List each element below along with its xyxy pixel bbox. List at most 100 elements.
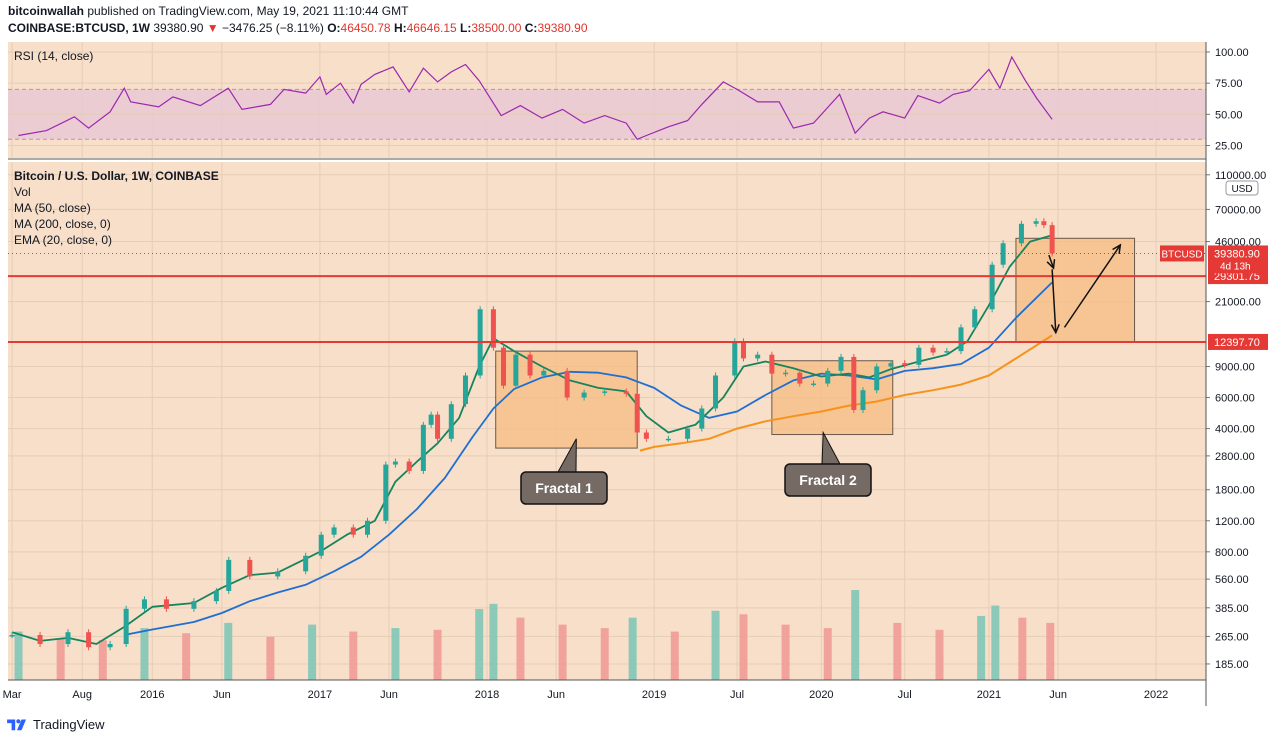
price-axis-label: 4000.00	[1215, 424, 1255, 436]
change-down-arrow-icon: ▼	[206, 21, 219, 35]
ema20-line	[124, 281, 1053, 636]
indicator-legend: Vol	[14, 185, 31, 199]
volume-bar	[823, 628, 832, 680]
time-tick-label: Jun	[380, 689, 398, 701]
chart-area[interactable]: Mar Aug 2016 Jun 2017 Jun 2018 Jun 2019 Jul 2020 Ju…	[0, 40, 1280, 708]
volume-bar	[739, 614, 748, 680]
time-tick-label: Jun	[547, 689, 565, 701]
candle-body	[958, 327, 964, 352]
ma50-line	[11, 234, 1053, 645]
candle-body	[318, 534, 324, 556]
indicator-legend: EMA (20, close, 0)	[14, 233, 112, 247]
fractal-box	[771, 360, 894, 436]
candle-body	[163, 599, 169, 609]
candle-body	[1041, 221, 1047, 226]
time-tick-label: 2016	[140, 689, 164, 701]
rsi-axis-label: 100.00	[1215, 47, 1249, 59]
price-axis-label: 800.00	[1215, 547, 1249, 559]
rsi-axis-label: 75.00	[1215, 78, 1243, 90]
price-axis-label: 110000.00	[1215, 170, 1266, 182]
candle-body	[428, 414, 434, 425]
candle-body	[247, 559, 253, 577]
price-axis-label: 265.00	[1215, 631, 1249, 643]
rsi-title: RSI (14, close)	[14, 49, 93, 63]
volume-bar	[140, 628, 149, 680]
tradingview-logo-icon[interactable]	[6, 715, 28, 733]
time-tick-label: Jul	[898, 689, 912, 701]
footer: TradingView	[6, 713, 105, 735]
candle-body	[860, 390, 866, 410]
candle-body	[1033, 221, 1039, 224]
currency-unit-badge	[1225, 180, 1259, 196]
candle-body	[435, 414, 441, 439]
open-value: 46450.78	[340, 21, 391, 35]
volume-bar	[98, 640, 107, 680]
candle-body	[490, 309, 496, 348]
candle-body	[9, 634, 15, 637]
candle-body	[350, 527, 356, 535]
candle-body	[420, 424, 426, 471]
volume-bar	[851, 590, 860, 680]
volume-bar	[781, 624, 790, 680]
rsi-axis-label: 50.00	[1215, 109, 1243, 121]
rsi-axis-label: 25.00	[1215, 141, 1243, 153]
price-level-tag	[1208, 333, 1268, 350]
volume-bar	[475, 609, 484, 680]
candle-body	[65, 632, 71, 645]
callout-box	[784, 463, 872, 497]
candle-body	[392, 461, 398, 465]
candle-body	[527, 354, 533, 376]
candle-body	[888, 363, 894, 367]
candle-body	[783, 372, 789, 375]
candle-body	[713, 375, 719, 409]
low-label: L:	[460, 21, 472, 35]
last-price-tag	[1208, 245, 1268, 274]
publish-text: published on TradingView.com, May 19, 20…	[87, 4, 409, 18]
candle-body	[634, 393, 640, 433]
candle-body	[331, 527, 337, 535]
candle-body	[916, 347, 922, 365]
candle-body	[972, 309, 978, 328]
volume-bar	[182, 633, 191, 680]
volume-bar	[711, 610, 720, 680]
low-value: 38500.00	[471, 21, 522, 35]
projection-arrow	[1048, 254, 1055, 269]
candle-body	[944, 351, 950, 353]
price-axis-label: 9000.00	[1215, 361, 1255, 373]
volume-bar	[391, 628, 400, 680]
candle-body	[989, 264, 995, 310]
candle-body	[364, 520, 370, 535]
price-axis-label: 6000.00	[1215, 393, 1255, 405]
time-tick-label: 2022	[1144, 689, 1168, 701]
candle-body	[755, 354, 761, 359]
candle-body	[838, 356, 844, 371]
publisher-name[interactable]: bitcoinwallah	[8, 4, 85, 18]
time-tick-label: Jun	[1049, 689, 1067, 701]
symbol-tag-label: BTCUSD	[1161, 249, 1202, 260]
candle-body	[665, 438, 671, 441]
last-price: 39380.90	[153, 21, 204, 35]
publish-info: bitcoinwallah published on TradingView.c…	[8, 4, 408, 18]
candle-body	[275, 571, 281, 577]
candle-body	[685, 428, 691, 439]
price-axis-label: 1800.00	[1215, 485, 1255, 497]
last-price-label: 39380.90	[1214, 248, 1260, 260]
fractal-box	[495, 350, 638, 449]
price-axis-label: 185.00	[1215, 659, 1249, 671]
candle-body	[902, 363, 908, 365]
candle-body	[513, 354, 519, 386]
candle-body	[769, 354, 775, 374]
projection-arrow	[1051, 269, 1057, 333]
candle-body	[740, 341, 746, 359]
volume-bar	[14, 631, 23, 680]
callout-label: Fractal 1	[535, 480, 593, 496]
candle-body	[581, 392, 587, 398]
footer-brand[interactable]: TradingView	[33, 716, 105, 732]
time-axis-pane	[8, 680, 1206, 706]
candle-body	[501, 347, 507, 386]
volume-bar	[977, 615, 986, 680]
symbol-tag	[1160, 245, 1204, 262]
volume-bar	[991, 605, 1000, 680]
price-axis-label: 385.00	[1215, 603, 1249, 615]
bar-countdown-label: 4d 13h	[1220, 261, 1251, 272]
